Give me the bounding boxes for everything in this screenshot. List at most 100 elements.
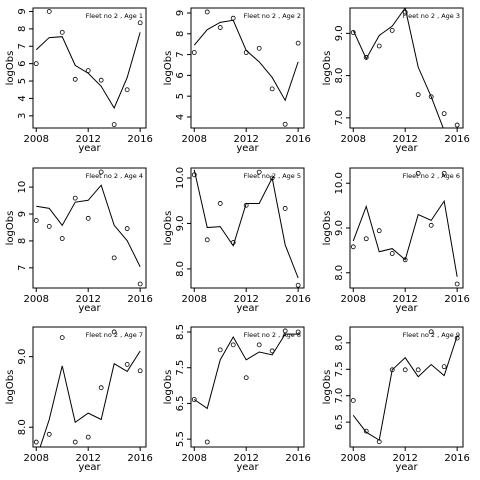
x-tick-label: 2008 [182, 134, 207, 145]
x-axis-label: year [395, 462, 418, 473]
fitted-line [352, 8, 444, 128]
x-tick-label: 2016 [285, 134, 310, 145]
y-tick-label: 9.0 [334, 25, 345, 41]
observation-point [415, 170, 421, 176]
y-tick-label: 8 [175, 31, 186, 37]
observation-point [59, 29, 65, 35]
panel-title: Fleet no 2 , Age 6 [403, 172, 460, 180]
x-tick-label: 2008 [24, 453, 49, 464]
observation-point [295, 282, 301, 288]
plot-frame [349, 326, 464, 448]
y-tick-label: 6 [17, 60, 28, 66]
observation-point [389, 27, 395, 33]
x-tick-label: 2008 [341, 134, 366, 145]
x-axis-label: year [78, 303, 101, 314]
observation-point [72, 195, 78, 201]
panel: 2008 2012 2016 7.0 8.0 9.0 year logObs Fleet no … [322, 7, 470, 154]
y-tick-label: 9 [17, 211, 28, 217]
y-axis-label: logObs [322, 211, 333, 246]
observation-point [124, 87, 130, 93]
observation-point [402, 367, 408, 373]
panel-title: Fleet no 2 , Age 2 [244, 12, 301, 20]
observation-point [269, 86, 275, 92]
observation-point [59, 236, 65, 241]
y-tick-label: 10.0 [334, 172, 345, 194]
x-tick-label: 2016 [127, 134, 152, 145]
panel-title: Fleet no 2 , Age 7 [86, 331, 143, 339]
y-tick-label: 4 [17, 95, 28, 101]
x-tick-label: 2016 [444, 134, 469, 145]
observation-point [204, 439, 210, 445]
x-tick-label: 2016 [285, 453, 310, 464]
observation-point [428, 94, 434, 100]
observation-point [363, 236, 369, 242]
x-tick-label: 2012 [75, 134, 100, 145]
x-tick-label: 2016 [285, 294, 310, 305]
observation-point [33, 439, 39, 445]
observation-point [256, 45, 262, 51]
y-tick-label: 7.5 [175, 360, 186, 376]
observation-point [454, 281, 460, 287]
y-tick-label: 4 [175, 114, 186, 120]
observation-point [111, 329, 117, 335]
y-axis-label: logObs [5, 211, 16, 246]
observation-point [282, 206, 288, 211]
y-tick-label: 9 [175, 10, 186, 16]
fitted-line [193, 169, 299, 279]
y-tick-label: 7.0 [334, 110, 345, 126]
fitted-line [352, 199, 458, 277]
y-tick-label: 8.0 [334, 335, 345, 351]
observation-point [376, 43, 382, 49]
observation-point [85, 68, 91, 74]
observation-point [441, 364, 447, 370]
panel-title: Fleet no 2 , Age 4 [86, 172, 143, 180]
observation-point [389, 251, 395, 256]
panel-title: Fleet no 2 , Age 1 [86, 12, 143, 20]
observation-point [111, 255, 117, 261]
observation-point [191, 397, 197, 402]
observation-point [46, 9, 52, 14]
y-tick-label: 8.5 [175, 324, 186, 340]
observation-point [441, 170, 447, 176]
y-tick-label: 5.5 [175, 431, 186, 447]
observation-point [402, 257, 408, 263]
x-tick-label: 2008 [182, 294, 207, 305]
x-tick-label: 2008 [341, 294, 366, 305]
y-tick-label: 10 [17, 181, 28, 194]
observation-point [376, 228, 382, 234]
panel: 2008 2012 2016 6.5 7.0 7.5 8.0 year logObs Fleet … [322, 326, 470, 473]
y-axis-label: logObs [322, 51, 333, 86]
observation-point [217, 201, 223, 206]
x-axis-label: year [236, 303, 259, 314]
observation-point [33, 61, 39, 67]
observation-point [72, 76, 78, 82]
observation-point [282, 121, 288, 127]
plot-frame [32, 7, 147, 129]
observation-point [46, 223, 52, 229]
y-tick-label: 5 [175, 93, 186, 99]
y-tick-label: 5 [17, 78, 28, 84]
panel: 2008 2012 2016 8.0 9.0 year logObs Fleet no 2 ,… [5, 326, 153, 473]
x-tick-label: 2008 [182, 453, 207, 464]
observation-point [415, 92, 421, 98]
observation-point [230, 15, 236, 21]
panel: 2008 2012 2016 3 4 5 6 7 8 9 year logObs Fleet no 2 … [5, 7, 153, 154]
observation-point [46, 431, 52, 437]
y-tick-label: 9 [17, 8, 28, 14]
observation-point [137, 368, 143, 374]
observation-point [124, 362, 130, 367]
observation-point [85, 434, 91, 440]
plot-frame [190, 167, 305, 289]
y-axis-label: logObs [163, 370, 174, 405]
y-tick-label: 7.5 [334, 361, 345, 377]
observation-point [85, 215, 91, 221]
observation-point [111, 122, 117, 127]
observation-point [230, 342, 236, 348]
y-tick-label: 9.0 [17, 349, 28, 365]
observation-point [454, 122, 460, 128]
x-tick-label: 2016 [127, 294, 152, 305]
x-tick-label: 2008 [341, 453, 366, 464]
y-tick-label: 8 [17, 238, 28, 244]
plot-frame [32, 326, 147, 448]
